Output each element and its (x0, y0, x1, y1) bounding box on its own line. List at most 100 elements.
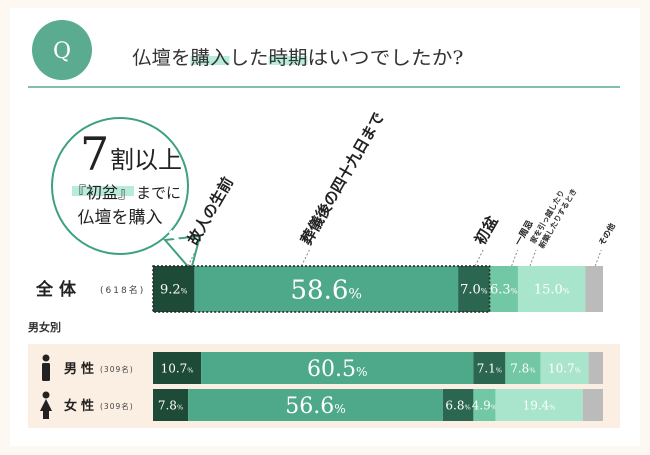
data-label: 10.7% (548, 361, 581, 375)
bar-segment (153, 266, 195, 312)
callout-line2-b: までに (136, 184, 181, 202)
data-label: 6.8% (445, 398, 470, 412)
question-text-part: 時期 (269, 47, 308, 69)
bar-segment (517, 266, 586, 312)
callout-line3: 仏壇を購入 (78, 208, 163, 228)
question-title: 仏壇を 購入 した 時期 はいつでしたか? (132, 47, 464, 69)
callout-big-number: 7 (80, 127, 109, 181)
male-icon-body (42, 363, 50, 381)
category-leader-line (474, 249, 484, 267)
data-label-unit: % (187, 366, 193, 374)
data-label-unit: % (481, 287, 488, 296)
category-leader-line (594, 249, 602, 267)
callout-tail (163, 234, 202, 273)
row-label: 女性 (64, 398, 98, 414)
data-label-number: 7.1 (477, 361, 496, 375)
bar-segment (458, 266, 490, 312)
data-label-unit: % (491, 403, 497, 411)
category-label-group: 初盆 (471, 212, 502, 248)
q-badge (32, 20, 92, 80)
chart-frame: Q 仏壇を 購入 した 時期 はいつでしたか? 7 割以上 『初盆』 までに 仏壇を購入 男女別 故人の… (10, 8, 640, 446)
question-text-part: 仏壇を (132, 47, 191, 69)
data-label: 4.9% (472, 398, 497, 412)
category-label-group: その他 (596, 221, 617, 247)
question-text-part: はいつでしたか? (308, 47, 464, 69)
data-label-unit: % (465, 403, 471, 411)
callout-line2-a: 『初盆』 (70, 183, 134, 202)
data-label-unit: % (529, 366, 535, 374)
category-label: 故人の生前 (184, 174, 237, 248)
data-label: 6.3% (490, 283, 518, 298)
data-label-number: 10.7 (548, 361, 575, 375)
data-label-unit: % (549, 403, 555, 411)
category-label-group: 葬儀後の四十九日まで (297, 109, 388, 248)
category-label: 初盆 (471, 212, 502, 248)
data-label-number: 7.8 (510, 361, 529, 375)
data-label-number: 9.2 (160, 283, 181, 298)
data-label-number: 15.0 (534, 283, 563, 298)
row-sample-size: (309名) (100, 401, 134, 411)
data-label-number: 60.5 (307, 357, 356, 382)
data-label-unit: % (177, 403, 183, 411)
data-label: 58.6% (291, 275, 362, 305)
bar-segment (442, 389, 474, 421)
data-label: 7.0% (460, 283, 488, 298)
bar-segment (489, 266, 518, 312)
data-label: 19.4% (523, 398, 556, 412)
bar-row: 全体 (618名) 9.2% 58.6% 7.0% 6.3% 15.0% (35, 265, 603, 313)
data-label-unit: % (496, 366, 502, 374)
question-highlight (268, 56, 308, 65)
data-label: 7.1% (477, 361, 502, 375)
callout-highlight (72, 186, 134, 196)
data-label-number: 6.3 (490, 283, 511, 298)
data-label-number: 6.8 (445, 398, 464, 412)
data-label: 56.6% (285, 394, 345, 419)
callout-tail-join (168, 229, 190, 255)
data-label-number: 7.8 (158, 398, 177, 412)
data-label: 9.2% (160, 283, 188, 298)
data-label: 7.8% (158, 398, 183, 412)
bar-segment (540, 352, 589, 384)
stacked-bar-chart: Q 仏壇を 購入 した 時期 はいつでしたか?7 割以上『初盆』 までに仏壇を購入男女別故人の… (28, 20, 620, 428)
bar-segment (201, 352, 474, 384)
bar-row: 女性 (309名) 7.8% 56.6% 6.8% 4.9% 19.4% (40, 389, 603, 421)
female-icon-body (40, 399, 52, 419)
row-label: 男性 (64, 361, 98, 377)
female-icon-head (42, 391, 50, 399)
bar-segment (505, 352, 541, 384)
data-label-unit: % (511, 287, 518, 296)
data-label-number: 58.6 (291, 275, 349, 305)
bar-segment (473, 352, 506, 384)
data-label-number: 4.9 (472, 398, 491, 412)
data-label: 60.5% (307, 357, 367, 382)
data-label: 7.8% (510, 361, 535, 375)
row-sample-size: (309名) (100, 364, 134, 374)
bar-segment (194, 266, 459, 312)
data-label: 10.7% (161, 361, 194, 375)
data-label-number: 7.0 (460, 283, 481, 298)
data-label-unit: % (348, 286, 362, 302)
category-leader-line (511, 249, 519, 267)
data-label-number: 10.7 (161, 361, 188, 375)
bar-segment (473, 389, 496, 421)
category-label-group: 故人の生前 (184, 174, 237, 248)
q-badge-letter: Q (53, 39, 71, 64)
bar-segment (588, 352, 603, 384)
bar-segment (582, 389, 603, 421)
question-text-part: 購入 (191, 47, 230, 69)
bar-segment (188, 389, 443, 421)
male-icon (42, 354, 50, 381)
data-label-unit: % (563, 287, 570, 296)
row-label: 全体 (35, 279, 82, 300)
data-label-number: 19.4 (523, 398, 550, 412)
category-leader-line (529, 249, 537, 267)
question-highlight (190, 56, 230, 65)
category-label: 葬儀後の四十九日まで (297, 109, 388, 248)
category-label: その他 (596, 221, 617, 247)
male-icon-head (42, 354, 50, 362)
callout-big-suffix: 割以上 (110, 146, 182, 174)
bar-segment (153, 389, 189, 421)
bar-segment (585, 266, 603, 312)
data-label-unit: % (575, 366, 581, 374)
